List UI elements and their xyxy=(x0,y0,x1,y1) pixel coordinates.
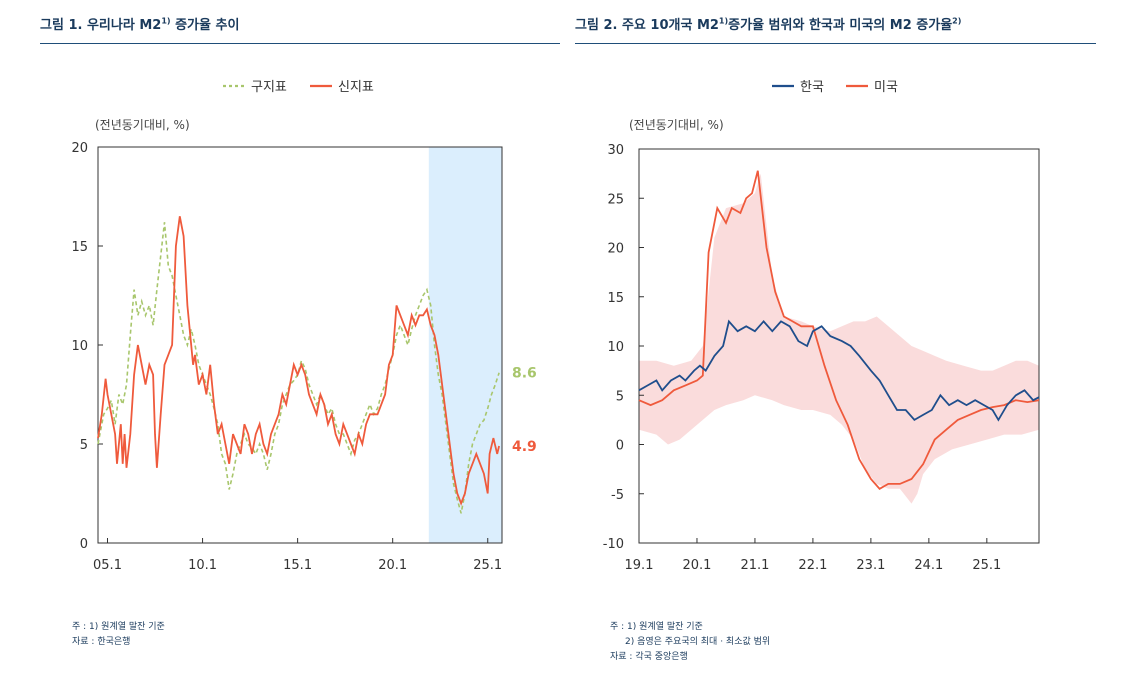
right-xtick-label: 23.1 xyxy=(856,558,885,573)
left-xtick-label: 05.1 xyxy=(93,558,122,573)
right-ytick-label: -5 xyxy=(611,488,624,503)
right-xtick-label: 21.1 xyxy=(740,558,769,573)
right-ytick-label: 10 xyxy=(607,340,624,355)
left-title-main: 그림 1. 우리나라 M2 xyxy=(40,18,162,33)
left-ytick-label: 5 xyxy=(80,438,88,453)
left-note-1: 주 : 1) 원계열 말잔 기준 xyxy=(72,622,165,632)
left-ytick-label: 10 xyxy=(71,339,88,354)
right-notes: 주 : 1) 원계열 말잔 기준 2) 음영은 주요국의 최대 · 최소값 범위… xyxy=(610,620,770,665)
right-ytick-label: 30 xyxy=(607,143,624,158)
left-xtick-label: 20.1 xyxy=(378,558,407,573)
left-ytick-label: 0 xyxy=(80,537,88,552)
right-xtick-label: 24.1 xyxy=(914,558,943,573)
right-title-rule xyxy=(575,43,1096,44)
left-title-rule xyxy=(40,43,560,44)
right-ytick-label: 0 xyxy=(616,439,624,454)
right-figure-title: 그림 2. 주요 10개국 M21)증가율 범위와 한국과 미국의 M2 증가율… xyxy=(575,14,961,33)
right-note-1: 주 : 1) 원계열 말잔 기준 xyxy=(610,622,703,632)
right-series-korea-line xyxy=(638,319,1040,422)
right-legend-label-korea: 한국 xyxy=(800,80,824,95)
right-title-sup: 1) xyxy=(718,16,729,26)
left-figure-title: 그림 1. 우리나라 M21) 증가율 추이 xyxy=(40,14,239,33)
right-xtick-label: 22.1 xyxy=(798,558,827,573)
left-end-label-new: 4.9 xyxy=(512,439,537,455)
left-shaded-region xyxy=(428,147,502,543)
right-series-us-line xyxy=(638,170,1040,490)
left-title-rest: 증가율 추이 xyxy=(170,18,240,33)
right-note-2: 2) 음영은 주요국의 최대 · 최소값 범위 xyxy=(625,637,771,647)
left-notes: 주 : 1) 원계열 말잔 기준 자료 : 한국은행 xyxy=(72,620,165,650)
right-title-rest: 증가율 범위와 한국과 미국의 M2 증가율 xyxy=(728,18,953,33)
right-ytick-label: 25 xyxy=(607,192,624,207)
left-chart: 0 5 10 15 20 05.1 10.1 15.1 20.1 25.1 (전년동기대비, %) 구… xyxy=(71,80,537,573)
right-legend-label-us: 미국 xyxy=(874,80,898,95)
right-unit-label: (전년동기대비, %) xyxy=(629,118,724,132)
right-ytick-label: -10 xyxy=(603,537,624,552)
right-title-sup2: 2) xyxy=(952,16,962,26)
left-xtick-label: 10.1 xyxy=(188,558,217,573)
left-legend-label-old: 구지표 xyxy=(251,80,287,95)
left-note-source: 자료 : 한국은행 xyxy=(72,637,131,647)
right-figure: 그림 2. 주요 10개국 M21)증가율 범위와 한국과 미국의 M2 증가율… xyxy=(565,0,1129,694)
right-ytick-label: 15 xyxy=(607,291,624,306)
right-ytick-label: 5 xyxy=(616,389,624,404)
left-ytick-label: 15 xyxy=(71,240,88,255)
left-xtick-label: 25.1 xyxy=(473,558,502,573)
right-ytick-label: 20 xyxy=(607,242,624,257)
right-note-source: 자료 : 각국 중앙은행 xyxy=(610,652,688,662)
right-title-main: 그림 2. 주요 10개국 M2 xyxy=(575,18,719,33)
right-xtick-label: 19.1 xyxy=(625,558,654,573)
left-ytick-label: 20 xyxy=(71,141,88,156)
left-end-label-old: 8.6 xyxy=(512,366,537,382)
left-title-sup: 1) xyxy=(161,16,171,26)
left-xtick-label: 15.1 xyxy=(283,558,312,573)
right-xtick-label: 25.1 xyxy=(972,558,1001,573)
left-legend-label-new: 신지표 xyxy=(338,80,374,95)
right-range-band xyxy=(639,173,1039,504)
left-figure: 그림 1. 우리나라 M21) 증가율 추이 0 5 10 15 20 05.1 10.1 1… xyxy=(40,14,560,650)
left-series-new-line xyxy=(97,216,500,506)
left-unit-label: (전년동기대비, %) xyxy=(95,118,190,132)
right-xtick-label: 20.1 xyxy=(682,558,711,573)
